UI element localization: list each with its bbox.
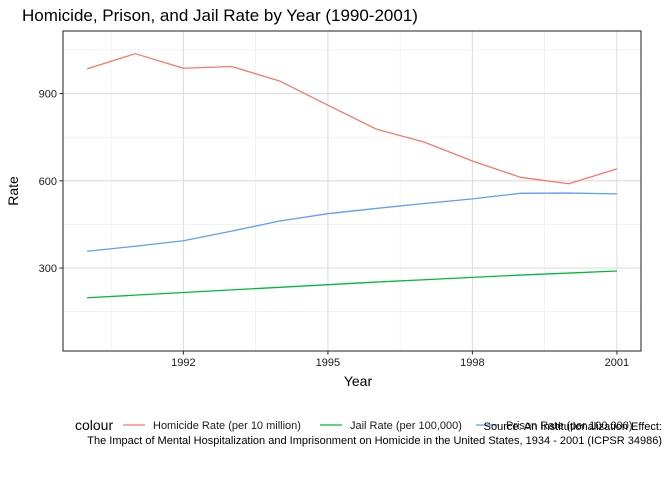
legend: colour Homicide Rate (per 10 million) Jai…: [75, 417, 633, 433]
series-line-0: [86, 53, 618, 185]
x-tick-label: 1992: [171, 357, 195, 369]
y-axis-title: Rate: [5, 176, 21, 206]
x-axis-title: Year: [344, 373, 373, 389]
grid-minor: [63, 31, 641, 351]
legend-label-2: Prison Rate (per 100,000): [506, 420, 633, 432]
y-tick-label: 900: [39, 89, 57, 101]
x-tick-label: 2001: [605, 357, 629, 369]
y-axis-ticks: 300 600 900: [39, 89, 63, 275]
legend-title: colour: [75, 417, 113, 433]
grid-major: [63, 31, 641, 351]
y-tick-label: 300: [39, 263, 57, 275]
legend-label-1: Jail Rate (per 100,000): [350, 420, 462, 432]
caption-line-2: The Impact of Mental Hospitalization and…: [87, 435, 662, 447]
series-line-1: [87, 270, 617, 299]
series-line-2: [87, 192, 617, 252]
series-lines: [86, 53, 618, 299]
x-tick-label: 1998: [460, 357, 484, 369]
chart-title: Homicide, Prison, and Jail Rate by Year …: [22, 6, 418, 25]
plot-panel-border: [62, 30, 642, 352]
x-axis-ticks: 1992 1995 1998 2001: [171, 351, 629, 369]
x-tick-label: 1995: [316, 357, 340, 369]
y-tick-label: 600: [39, 176, 57, 188]
legend-label-0: Homicide Rate (per 10 million): [153, 420, 301, 432]
caption-line-1: Source: An Institutionalization Effect:: [484, 421, 662, 433]
